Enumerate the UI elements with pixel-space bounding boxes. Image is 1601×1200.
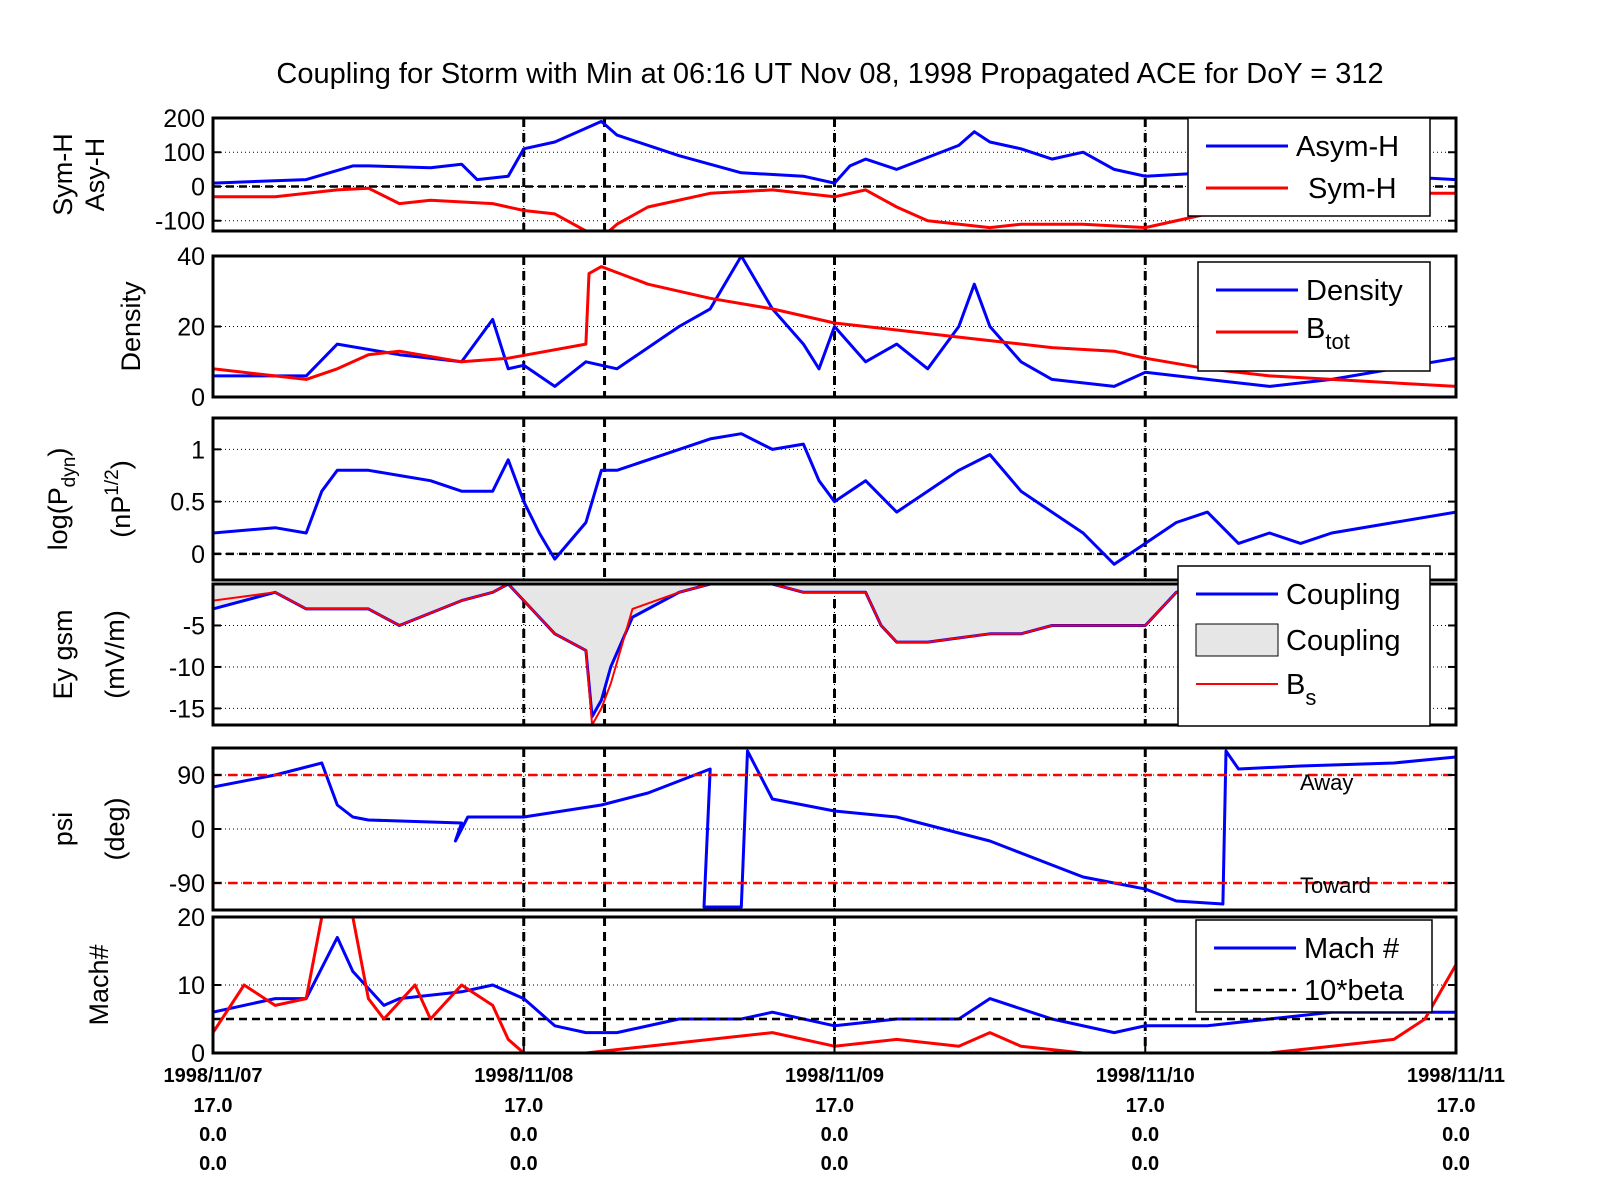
x-tick-sublabel: 0.0 — [510, 1124, 538, 1146]
y-axis-label: psi — [48, 812, 78, 847]
legend-label: 10*beta — [1304, 975, 1405, 1007]
y-axis-label: (mV/m) — [100, 610, 130, 698]
y-tick-label: 1 — [191, 436, 205, 464]
legend-label: Sym-H — [1308, 173, 1397, 205]
x-tick-sublabel: 17.0 — [194, 1095, 233, 1117]
series-line-sym-h — [213, 186, 1456, 231]
panel-mach: 20 10 0 Mach# Mach # 10*beta — [84, 904, 1458, 1068]
x-tick-sublabel: 0.0 — [1442, 1124, 1470, 1146]
data-layer — [213, 432, 1456, 566]
x-tick-date: 1998/11/10 — [1096, 1065, 1195, 1087]
series-line-psi — [213, 749, 1456, 909]
data-layer — [213, 917, 1456, 1053]
x-tick-sublabel: 17.0 — [504, 1095, 543, 1117]
x-tick-sublabel: 0.0 — [821, 1153, 849, 1175]
y-axis-label: Mach# — [84, 944, 114, 1025]
x-tick-date: 1998/11/08 — [474, 1065, 573, 1087]
panel-frame — [211, 416, 1458, 582]
x-tick-sublabel: 17.0 — [1437, 1095, 1476, 1117]
y-tick-label: -5 — [183, 612, 205, 640]
legend-box — [1187, 117, 1431, 217]
y-axis-label: (nP1/2) — [102, 460, 136, 537]
data-layer — [213, 749, 1456, 909]
coupling-area — [213, 584, 1456, 717]
data-layer — [213, 256, 1456, 388]
y-tick-label: -15 — [169, 695, 205, 723]
series-line-density — [213, 256, 1456, 388]
panel-frame — [211, 582, 1458, 727]
series-line-asym-h — [213, 119, 1456, 185]
x-tick-date: 1998/11/09 — [785, 1065, 884, 1087]
y-axis-label: log(Pdyn) — [43, 448, 80, 551]
legend: Mach # 10*beta — [1195, 919, 1433, 1013]
x-tick-sublabel: 17.0 — [815, 1095, 854, 1117]
legend-label: Btot — [1306, 313, 1350, 354]
series-line-log-pdyn — [213, 432, 1456, 566]
x-tick-sublabel: 0.0 — [199, 1124, 227, 1146]
legend-swatch — [1195, 623, 1279, 657]
y-axis-label: Ey gsm — [48, 609, 78, 699]
figure-title: Coupling for Storm with Min at 06:16 UT … — [276, 58, 1383, 90]
x-tick-sublabel: 0.0 — [1442, 1153, 1470, 1175]
y-tick-label: 0 — [191, 384, 205, 412]
legend-label: Mach # — [1304, 933, 1399, 965]
legend: Asym-H Sym-H — [1187, 117, 1431, 217]
legend-label: Coupling — [1286, 579, 1400, 611]
legend-label: Bs — [1286, 669, 1316, 710]
y-tick-label: 100 — [163, 139, 205, 167]
legend: Density Btot — [1197, 261, 1431, 372]
y-axis-label: Density — [116, 281, 146, 372]
y-tick-label: 0.5 — [170, 489, 205, 517]
annotation-away: Away — [1300, 770, 1353, 795]
panel-psi: 90 0 -90 psi (deg) Away Toward — [48, 746, 1458, 912]
series-line-b-tot — [213, 265, 1456, 388]
panel-ey: -5 -10 -15 Ey gsm (mV/m) Coupling Coupling Bs — [48, 565, 1458, 727]
y-tick-label: 20 — [177, 904, 205, 932]
series-line-b-s — [213, 584, 1456, 725]
y-tick-label: 0 — [191, 1040, 205, 1068]
legend-label: Density — [1306, 275, 1403, 307]
series-line-beta — [213, 917, 1456, 1053]
legend: Coupling Coupling Bs — [1177, 565, 1431, 727]
y-axis-label: Sym-H — [48, 133, 78, 216]
y-tick-label: -100 — [155, 208, 205, 236]
x-tick-sublabel: 0.0 — [821, 1124, 849, 1146]
x-tick-sublabel: 17.0 — [1126, 1095, 1165, 1117]
y-tick-label: 0 — [191, 541, 205, 569]
x-tick-sublabel: 0.0 — [510, 1153, 538, 1175]
y-axis-label: (deg) — [100, 797, 130, 860]
legend-box — [1197, 261, 1431, 372]
y-tick-label: -10 — [169, 654, 205, 682]
data-layer — [213, 119, 1456, 231]
y-tick-label: 0 — [191, 173, 205, 201]
y-tick-label: -90 — [169, 870, 205, 898]
legend-label: Asym-H — [1296, 131, 1399, 163]
x-tick-sublabel: 0.0 — [199, 1153, 227, 1175]
y-tick-label: 90 — [177, 762, 205, 790]
panel-frame — [211, 116, 1458, 233]
y-tick-label: 20 — [177, 314, 205, 342]
panel-density: 40 20 0 Density Density Btot — [116, 243, 1458, 412]
data-layer — [213, 584, 1456, 725]
legend-box — [1195, 919, 1433, 1013]
x-tick-date: 1998/11/07 — [164, 1065, 263, 1087]
annotation-toward: Toward — [1300, 873, 1371, 898]
y-tick-label: 10 — [177, 972, 205, 1000]
legend-label: Coupling — [1286, 625, 1400, 657]
x-tick-date: 1998/11/11 — [1407, 1065, 1505, 1087]
y-tick-label: 0 — [191, 816, 205, 844]
y-axis-label: Asy-H — [80, 138, 110, 212]
panel-pdyn: 1 0.5 0 log(Pdyn) (nP1/2) — [43, 416, 1458, 582]
x-tick-sublabel: 0.0 — [1131, 1153, 1159, 1175]
x-tick-sublabel: 0.0 — [1131, 1124, 1159, 1146]
y-tick-label: 200 — [163, 105, 205, 133]
y-tick-label: 40 — [177, 243, 205, 271]
